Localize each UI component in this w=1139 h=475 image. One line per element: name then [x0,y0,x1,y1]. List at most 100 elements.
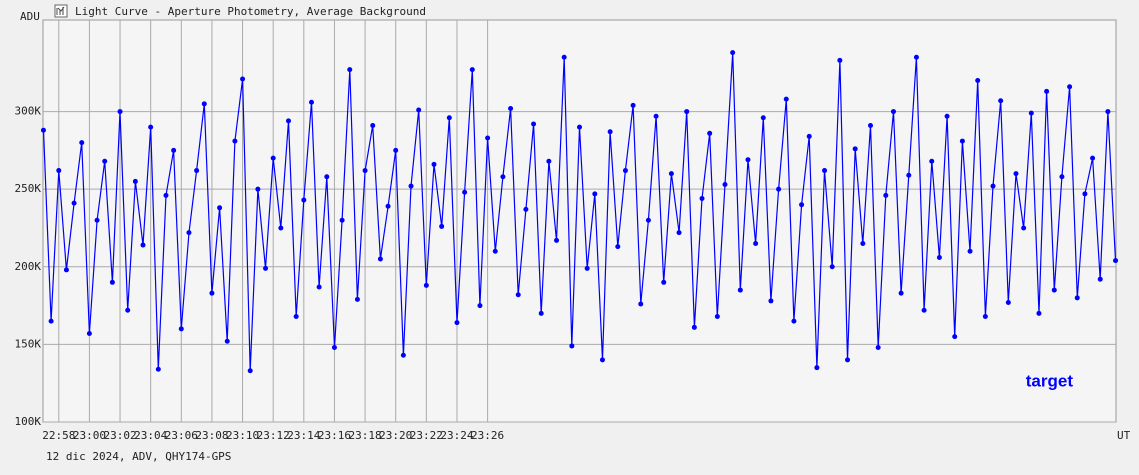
footer: 12 dic 2024, ADV, QHY174-GPS [46,450,231,463]
y-tick-label: 100K [15,415,42,428]
data-point [1097,276,1103,282]
data-point [263,265,269,271]
data-point [385,203,391,209]
x-tick-label: 23:26 [471,429,504,442]
data-point [255,186,261,192]
data-point [531,121,537,127]
x-tick-label: 23:20 [379,429,412,442]
x-tick-label: 23:22 [410,429,443,442]
data-point [1105,109,1111,115]
x-tick-label: 23:04 [134,429,167,442]
data-point [1090,155,1096,161]
data-point [753,241,759,247]
data-point [990,183,996,189]
y-tick-label: 150K [15,337,42,350]
data-point [339,217,345,223]
data-point [607,129,613,135]
data-point [324,174,330,180]
data-point [822,168,828,174]
data-point [56,168,62,174]
data-point [722,182,728,188]
data-point [109,279,115,285]
data-point [377,256,383,262]
x-tick-label: 23:00 [73,429,106,442]
data-point [270,155,276,161]
data-point [462,189,468,195]
data-point [515,292,521,298]
data-point [561,54,567,60]
data-point [982,313,988,319]
data-point [814,365,820,371]
data-point [661,279,667,285]
data-point [224,338,230,344]
data-point [186,230,192,236]
data-point [232,138,238,144]
data-point [684,109,690,115]
x-tick-label: 23:12 [257,429,290,442]
data-point [48,318,54,324]
y-tick-label: 250K [15,182,42,195]
data-point [944,113,950,119]
data-point [477,303,483,309]
data-point [148,124,154,130]
data-point [699,195,705,201]
data-point [94,217,100,223]
data-point [140,242,146,248]
data-point [1082,191,1088,197]
data-point [40,127,46,133]
data-point [1113,258,1119,264]
data-point [676,230,682,236]
data-point [423,282,429,288]
data-point [454,320,460,326]
series [40,50,1119,374]
data-point [668,171,674,177]
data-point [247,368,253,374]
data-point [906,172,912,178]
data-point [791,318,797,324]
data-point [171,147,177,153]
plot-area [42,19,1117,423]
data-point [952,334,958,340]
data-point [638,301,644,307]
x-tick-label: 23:02 [103,429,136,442]
data-point [393,147,399,153]
data-point [745,157,751,163]
legend-entry: target [1026,371,1074,390]
data-point [316,284,322,290]
data-point [408,183,414,189]
data-point [936,254,942,260]
data-point [117,109,123,115]
data-point [546,158,552,164]
chart-title: Light Curve - Aperture Photometry, Avera… [75,5,426,18]
data-point [1028,110,1034,116]
data-point [768,298,774,304]
data-point [829,264,835,270]
data-point [783,96,789,102]
data-point [1036,310,1042,316]
data-point [737,287,743,293]
data-point [890,109,896,115]
data-point [691,324,697,330]
data-point [1013,171,1019,177]
data-point [1021,225,1027,231]
data-point [875,344,881,350]
data-point [209,290,215,296]
data-point [867,123,873,129]
data-point [760,115,766,121]
data-point [485,135,491,141]
data-point [913,54,919,60]
data-point [79,140,85,146]
data-point [71,200,77,206]
data-point [1067,84,1073,90]
data-point [492,248,498,254]
data-point [707,130,713,136]
data-point [630,102,636,108]
x-tick-label: 23:14 [287,429,320,442]
x-tick-label: 23:16 [318,429,351,442]
x-tick-label: 23:08 [195,429,228,442]
data-point [998,98,1004,104]
x-tick-label: 23:06 [165,429,198,442]
data-point [523,206,529,212]
data-point [645,217,651,223]
data-point [569,343,575,349]
